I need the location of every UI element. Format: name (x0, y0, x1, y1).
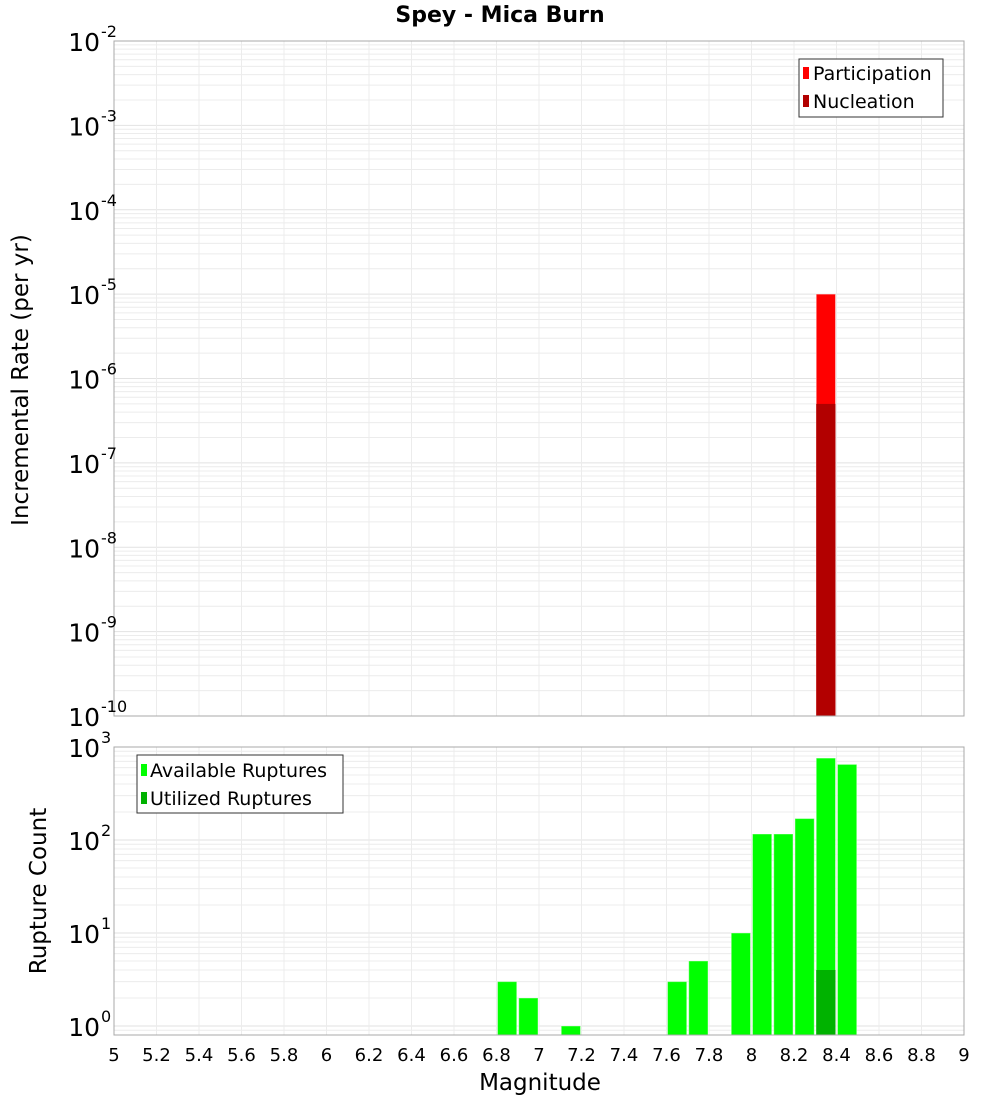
top-plot-rate: 10-210-310-410-510-610-710-810-910-10 (68, 22, 965, 732)
y-tick-label: 10 (68, 197, 100, 226)
y-tick-label: 10 (68, 619, 100, 648)
y-tick-label: 10 (68, 366, 100, 395)
x-tick-label: 7.2 (567, 1045, 596, 1066)
y-tick-exponent: -4 (101, 191, 117, 210)
legend-swatch-participation (803, 67, 809, 79)
x-axis-label: Magnitude (479, 1070, 601, 1096)
y-tick-exponent: -8 (101, 528, 117, 547)
x-tick-label: 7.4 (610, 1045, 639, 1066)
x-tick-label: 7.6 (652, 1045, 681, 1066)
legend-label-utilized: Utilized Ruptures (150, 788, 312, 810)
x-tick-label: 6.2 (355, 1045, 384, 1066)
bar-available-ruptures (560, 1025, 581, 1036)
x-axis-ticks: 5 5.2 5.4 5.6 5.8 6 6.2 6.4 6.6 6.8 7 7.2 7.4 7.6 7.8 8… (108, 1045, 969, 1066)
y-tick-label: 10 (68, 112, 100, 141)
legend-label-participation: Participation (813, 63, 932, 85)
bar-available-ruptures (794, 818, 815, 1036)
y-tick-exponent: -5 (101, 275, 117, 294)
legend-label-available: Available Ruptures (150, 760, 327, 782)
x-tick-label: 6 (321, 1045, 332, 1066)
y-tick-label: 10 (68, 827, 100, 856)
x-tick-label: 6.4 (397, 1045, 426, 1066)
y-tick-exponent: -7 (101, 444, 117, 463)
y-tick-label: 10 (68, 450, 100, 479)
y-tick-exponent: 3 (101, 728, 111, 747)
bar-available-ruptures (837, 763, 858, 1036)
x-tick-label: 8 (746, 1045, 757, 1066)
x-tick-label: 8.8 (907, 1045, 936, 1066)
x-tick-label: 5.6 (227, 1045, 256, 1066)
x-tick-label: 5.4 (185, 1045, 214, 1066)
x-tick-label: 6.8 (482, 1045, 511, 1066)
legend-bottom: Available Ruptures Utilized Ruptures (136, 754, 344, 814)
y-tick-exponent: 2 (101, 821, 111, 840)
bar-available-ruptures (688, 960, 709, 1036)
bar-available-ruptures (518, 997, 539, 1036)
x-tick-label: 5 (108, 1045, 119, 1066)
legend-label-nucleation: Nucleation (813, 91, 915, 113)
x-tick-label: 8.4 (822, 1045, 851, 1066)
y-tick-exponent: -6 (101, 360, 117, 379)
y-tick-exponent: -2 (101, 22, 117, 41)
legend-swatch-nucleation (803, 95, 809, 107)
x-tick-label: 8.2 (780, 1045, 809, 1066)
y-tick-exponent: 1 (101, 914, 111, 933)
legend-swatch-utilized (141, 792, 147, 804)
bottom-y-axis-label: Rupture Count (26, 808, 52, 974)
bar-nucleation (816, 403, 836, 716)
y-tick-label: 10 (68, 920, 100, 949)
y-tick-exponent: -9 (101, 613, 117, 632)
y-tick-exponent: -10 (101, 697, 127, 716)
top-y-axis-label: Incremental Rate (per yr) (8, 234, 34, 526)
bar-available-ruptures (497, 981, 518, 1036)
y-tick-label: 10 (68, 703, 100, 732)
x-tick-label: 5.2 (142, 1045, 171, 1066)
x-tick-label: 7.8 (695, 1045, 724, 1066)
x-tick-label: 5.8 (270, 1045, 299, 1066)
x-tick-label: 6.6 (440, 1045, 469, 1066)
x-tick-label: 9 (958, 1045, 969, 1066)
legend-top: Participation Nucleation (798, 58, 944, 118)
bar-available-ruptures (752, 833, 773, 1036)
x-tick-label: 7 (533, 1045, 544, 1066)
y-tick-label: 10 (68, 734, 100, 763)
x-tick-label: 8.6 (865, 1045, 894, 1066)
chart-title: Spey - Mica Burn (395, 3, 604, 28)
y-tick-label: 10 (68, 281, 100, 310)
bar-available-ruptures (667, 981, 688, 1036)
y-tick-exponent: -3 (101, 106, 117, 125)
y-tick-exponent: 0 (101, 1007, 111, 1026)
legend-swatch-available (141, 764, 147, 776)
y-tick-label: 10 (68, 534, 100, 563)
y-tick-label: 10 (68, 28, 100, 57)
bar-available-ruptures (773, 833, 794, 1036)
y-tick-label: 10 (68, 1013, 100, 1042)
bar-available-ruptures (730, 932, 751, 1036)
bar-utilized-ruptures (816, 969, 836, 1035)
